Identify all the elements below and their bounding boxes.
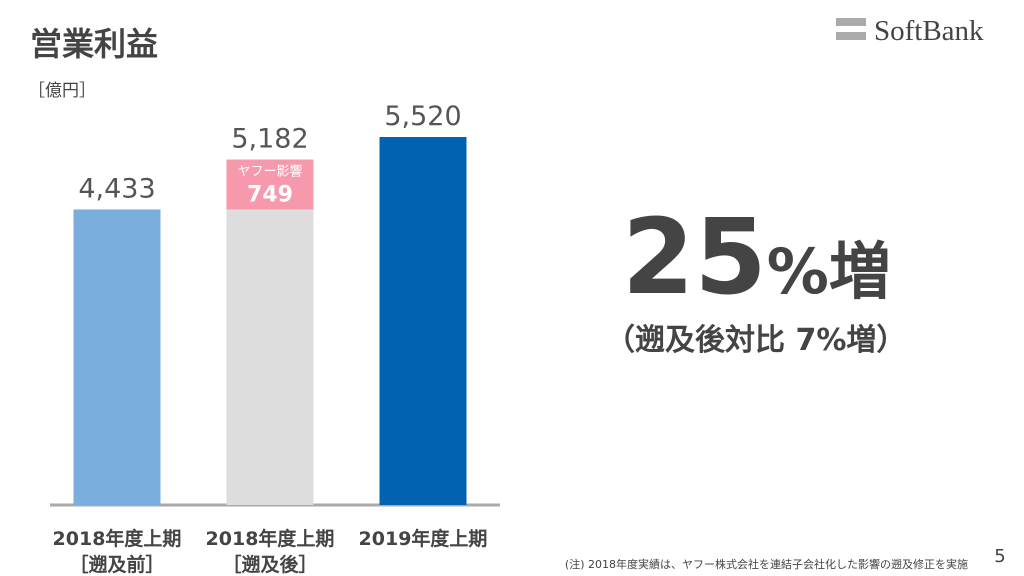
- bar-segment: [73, 209, 161, 505]
- unit: ［億円］: [28, 81, 96, 101]
- segment-label: 749: [247, 183, 293, 208]
- headline-note: （遡及後対比 7%増）: [605, 323, 906, 358]
- x-tick-label: ［遡及後］: [222, 553, 317, 576]
- x-tick-label: 2019年度上期: [359, 527, 488, 550]
- logo: SoftBank: [874, 15, 984, 47]
- footnote: (注) 2018年度実績は、ヤフー株式会社を連結子会社化した影響の遡及修正を実施: [565, 557, 968, 571]
- x-tick-label: ［遡及前］: [69, 553, 164, 576]
- headline-unit: %増: [767, 235, 891, 308]
- logo-bar: [836, 32, 866, 40]
- bar-segment: [226, 209, 314, 505]
- x-tick-label: 2018年度上期: [53, 527, 182, 550]
- headline: 25%増: [622, 196, 891, 318]
- page-number: 5: [994, 546, 1005, 567]
- total-label: 4,433: [78, 173, 155, 204]
- x-tick-label: 2018年度上期: [206, 527, 335, 550]
- bar-segment: [226, 159, 314, 210]
- headline-number: 25: [622, 196, 767, 318]
- total-label: 5,520: [384, 101, 461, 132]
- total-label: 5,182: [231, 124, 308, 155]
- logo-bar: [836, 18, 866, 26]
- bar-segment: [379, 137, 467, 505]
- title: 営業利益: [30, 25, 158, 63]
- segment-name: ヤフー影響: [237, 164, 302, 180]
